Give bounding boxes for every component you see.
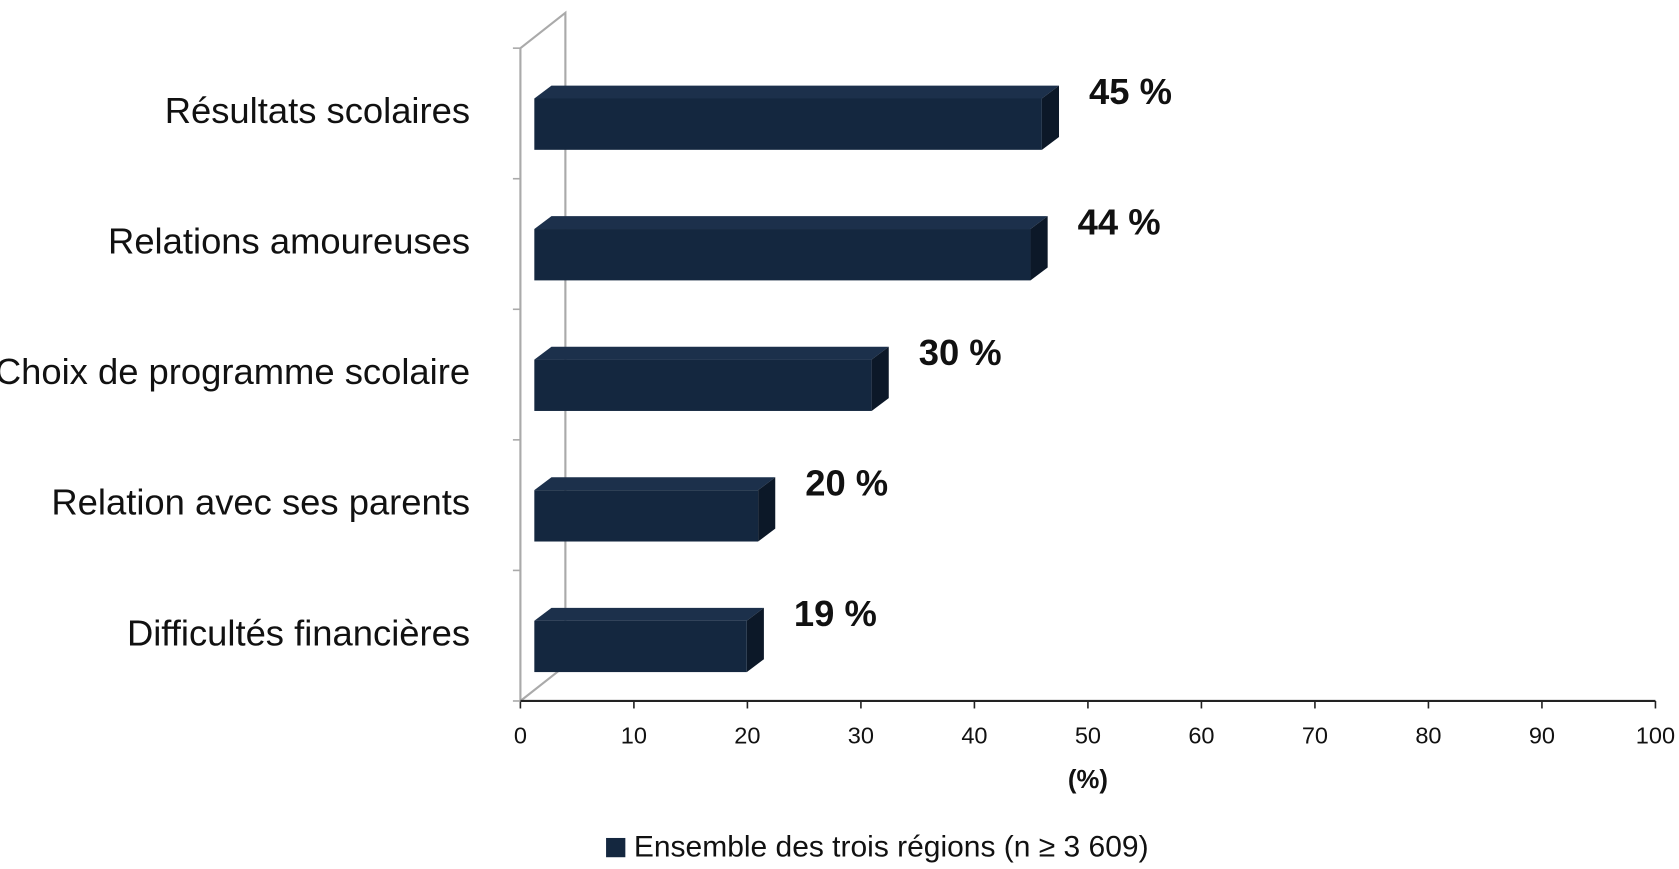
bar-top [534,607,764,621]
x-tick-label: 50 [1075,723,1101,749]
y-tick-label: Choix de programme scolaire [0,351,470,392]
y-tick-label: Résultats scolaires [165,90,470,131]
bar [534,229,1031,281]
bar [534,359,872,411]
bar [534,620,747,673]
back-wall [519,10,567,702]
value-label: 20 % [805,462,888,503]
x-tick-label: 20 [734,723,760,749]
bar-group [534,216,1048,281]
bar-group [534,346,889,411]
bar-side [758,477,776,542]
bar-side [1041,85,1060,150]
value-label: 45 % [1089,71,1172,112]
bar-top [534,85,1060,99]
bar-top [534,477,776,491]
legend-label: Ensemble des trois régions (n ≥ 3 609) [634,831,1149,864]
value-label: 30 % [919,332,1002,373]
bar-side [871,346,889,411]
x-tick-label: 0 [514,723,527,749]
bar-group [534,607,764,673]
x-tick-label: 80 [1415,723,1441,749]
y-tick-label: Relation avec ses parents [51,482,470,523]
value-label: 19 % [794,593,877,634]
bar-top [534,216,1048,230]
x-tick-label: 40 [961,723,987,749]
y-tick-label: Difficultés financières [127,612,470,653]
x-tick-label: 60 [1188,723,1214,749]
x-axis-label: (%) [1068,766,1108,794]
value-label: 44 % [1078,201,1161,242]
legend-swatch [606,837,626,858]
x-tick-label: 100 [1636,723,1675,749]
y-tick-label: Relations amoureuses [108,221,470,262]
bar [534,490,759,542]
bar-group [534,477,776,542]
x-tick-label: 70 [1302,723,1328,749]
bar-group [534,85,1060,150]
bar-side [1030,216,1048,281]
x-tick-label: 10 [621,723,647,749]
x-tick-label: 30 [848,723,874,749]
bar-top [534,346,889,360]
x-tick-label: 90 [1529,723,1555,749]
bar [534,98,1042,150]
bar-side [746,607,764,673]
